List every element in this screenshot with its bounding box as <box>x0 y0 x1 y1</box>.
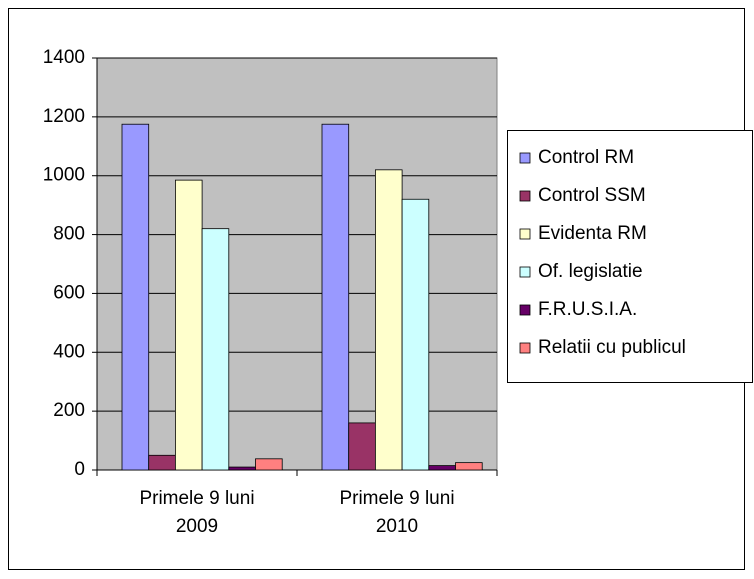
y-tick-label: 800 <box>53 224 85 245</box>
bar <box>255 458 283 471</box>
bar <box>428 465 456 471</box>
y-tick-label: 400 <box>53 341 85 362</box>
bar <box>201 228 230 471</box>
y-tick-label: 1400 <box>43 47 85 68</box>
bar <box>348 422 376 471</box>
x-tick-label: Primele 9 luni 2010 <box>339 488 455 537</box>
legend-label: F.R.U.S.I.A. <box>538 299 637 320</box>
legend <box>507 130 753 383</box>
bar <box>321 123 350 471</box>
bar <box>148 454 176 471</box>
bar <box>174 179 203 471</box>
legend-swatch <box>519 342 531 354</box>
legend-swatch <box>519 152 531 164</box>
y-tick-label: 1200 <box>43 106 85 127</box>
bar <box>121 123 150 471</box>
bar <box>374 169 403 471</box>
legend-label: Evidenta RM <box>538 223 647 244</box>
x-tick-label: Primele 9 luni 2009 <box>139 488 255 537</box>
legend-label: Of. legislatie <box>538 261 643 282</box>
plot-area <box>96 57 498 471</box>
legend-label: Relatii cu publicul <box>538 337 686 358</box>
legend-swatch <box>519 266 531 278</box>
y-tick-label: 200 <box>53 400 85 421</box>
y-tick-label: 1000 <box>43 165 85 186</box>
bar <box>228 466 256 471</box>
bar <box>455 462 483 471</box>
y-tick-label: 600 <box>53 282 85 303</box>
y-tick-label: 0 <box>74 459 85 480</box>
bar <box>401 198 430 471</box>
legend-label: Control RM <box>538 147 634 168</box>
legend-swatch <box>519 304 531 316</box>
legend-swatch <box>519 228 531 240</box>
legend-swatch <box>519 190 531 202</box>
legend-label: Control SSM <box>538 185 646 206</box>
